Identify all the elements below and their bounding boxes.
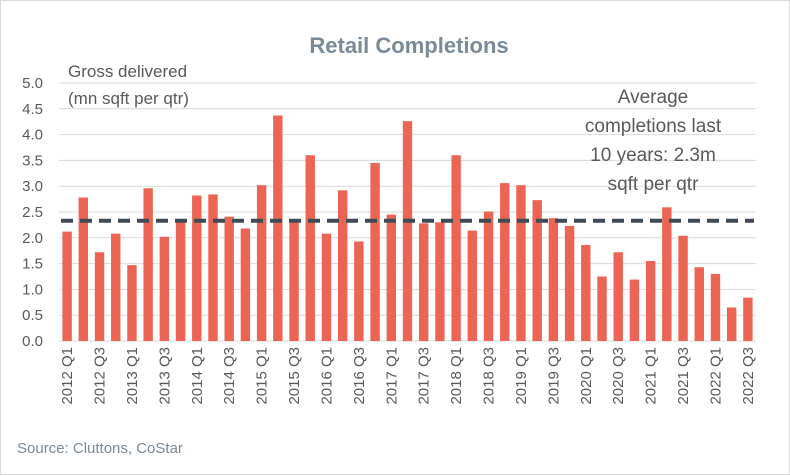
- bar: [256, 185, 267, 341]
- y-tick-label: 3.5: [22, 152, 43, 169]
- bar: [386, 214, 396, 341]
- y-tick-label: 1.5: [22, 256, 43, 273]
- bar: [402, 121, 413, 342]
- y-tick-label: 0.5: [22, 307, 43, 324]
- x-tick-label: 2012 Q1: [59, 347, 76, 405]
- y-tick-label: 1.0: [22, 281, 43, 298]
- bar: [564, 225, 575, 341]
- bar: [613, 252, 623, 341]
- bar: [467, 230, 478, 341]
- bar: [354, 241, 364, 341]
- y-tick-label: 4.0: [22, 127, 43, 144]
- x-tick-label: 2018 Q3: [481, 347, 498, 405]
- x-tick-label: 2015 Q3: [286, 347, 303, 405]
- bar: [483, 211, 494, 341]
- x-tick-label: 2021 Q3: [675, 347, 692, 405]
- x-tick-label: 2022 Q3: [740, 347, 757, 405]
- bar: [143, 188, 153, 341]
- y-tick-label: 0.0: [22, 333, 43, 350]
- bar: [645, 261, 656, 341]
- y-axis-label-line-1: Gross delivered: [68, 62, 187, 81]
- y-axis-ticks: 0.0 0.5 1.0 1.5 2.0 2.5 3.0 3.5 4.0 4.5 5.0: [22, 75, 43, 350]
- bars: [62, 115, 753, 342]
- bar: [678, 235, 688, 341]
- bar: [305, 155, 315, 341]
- average-annotation-line-1: Average: [618, 87, 688, 108]
- x-tick-label: 2016 Q1: [318, 347, 335, 405]
- x-tick-label: 2019 Q3: [545, 347, 562, 405]
- average-annotation-line-4: sqft per qtr: [608, 174, 699, 195]
- average-annotation-line-2: completions last: [585, 116, 722, 137]
- x-tick-label: 2020 Q1: [578, 347, 595, 405]
- x-tick-label: 2012 Q3: [92, 347, 109, 405]
- bar: [159, 236, 170, 341]
- y-axis-label-line-2: (mn sqft per qtr): [68, 89, 189, 108]
- y-tick-label: 3.0: [22, 178, 43, 195]
- bar: [597, 276, 607, 341]
- bar: [337, 190, 348, 341]
- bar: [321, 233, 332, 341]
- y-tick-label: 2.5: [22, 204, 43, 221]
- x-tick-label: 2021 Q1: [643, 347, 660, 405]
- bar: [435, 222, 445, 341]
- bar: [548, 218, 559, 341]
- x-tick-label: 2014 Q3: [221, 347, 238, 405]
- bar: [127, 265, 137, 341]
- bar: [710, 273, 721, 341]
- bar: [175, 222, 186, 341]
- bar: [500, 183, 510, 341]
- bar: [743, 297, 753, 341]
- x-tick-label: 2018 Q1: [448, 347, 465, 405]
- bar: [62, 231, 72, 341]
- bar: [289, 222, 299, 341]
- x-tick-label: 2019 Q1: [513, 347, 530, 405]
- bar: [581, 245, 591, 341]
- bar: [532, 200, 542, 341]
- bar: [224, 216, 234, 341]
- bar: [516, 185, 526, 341]
- y-tick-label: 4.5: [22, 101, 43, 118]
- average-annotation-line-3: 10 years: 2.3m: [590, 145, 716, 166]
- bar: [240, 228, 251, 341]
- bar: [726, 307, 737, 341]
- x-tick-label: 2013 Q1: [124, 347, 141, 405]
- source-note: Source: Cluttons, CoStar: [17, 440, 183, 457]
- bar: [451, 155, 461, 341]
- bar: [111, 233, 121, 341]
- bar: [662, 207, 672, 341]
- x-axis-ticks: 2012 Q1 2012 Q3 2013 Q1 2013 Q3 2014 Q1 2014 …: [59, 347, 757, 405]
- x-tick-label: 2016 Q3: [351, 347, 368, 405]
- bar: [94, 252, 105, 341]
- x-tick-label: 2022 Q1: [707, 347, 724, 405]
- bar: [419, 223, 429, 341]
- x-tick-label: 2015 Q1: [254, 347, 271, 405]
- y-tick-label: 2.0: [22, 230, 43, 247]
- chart-title: Retail Completions: [309, 33, 508, 58]
- x-tick-label: 2017 Q1: [383, 347, 400, 405]
- bar: [78, 197, 89, 341]
- bar: [192, 195, 202, 341]
- bar: [629, 279, 640, 341]
- bar: [694, 267, 704, 341]
- bar: [370, 162, 380, 341]
- x-tick-label: 2017 Q3: [416, 347, 433, 405]
- x-tick-label: 2013 Q3: [156, 347, 173, 405]
- x-tick-label: 2020 Q3: [610, 347, 627, 405]
- y-tick-label: 5.0: [22, 75, 43, 92]
- x-tick-label: 2014 Q1: [189, 347, 206, 405]
- bar: [208, 194, 218, 341]
- bar: [273, 115, 283, 342]
